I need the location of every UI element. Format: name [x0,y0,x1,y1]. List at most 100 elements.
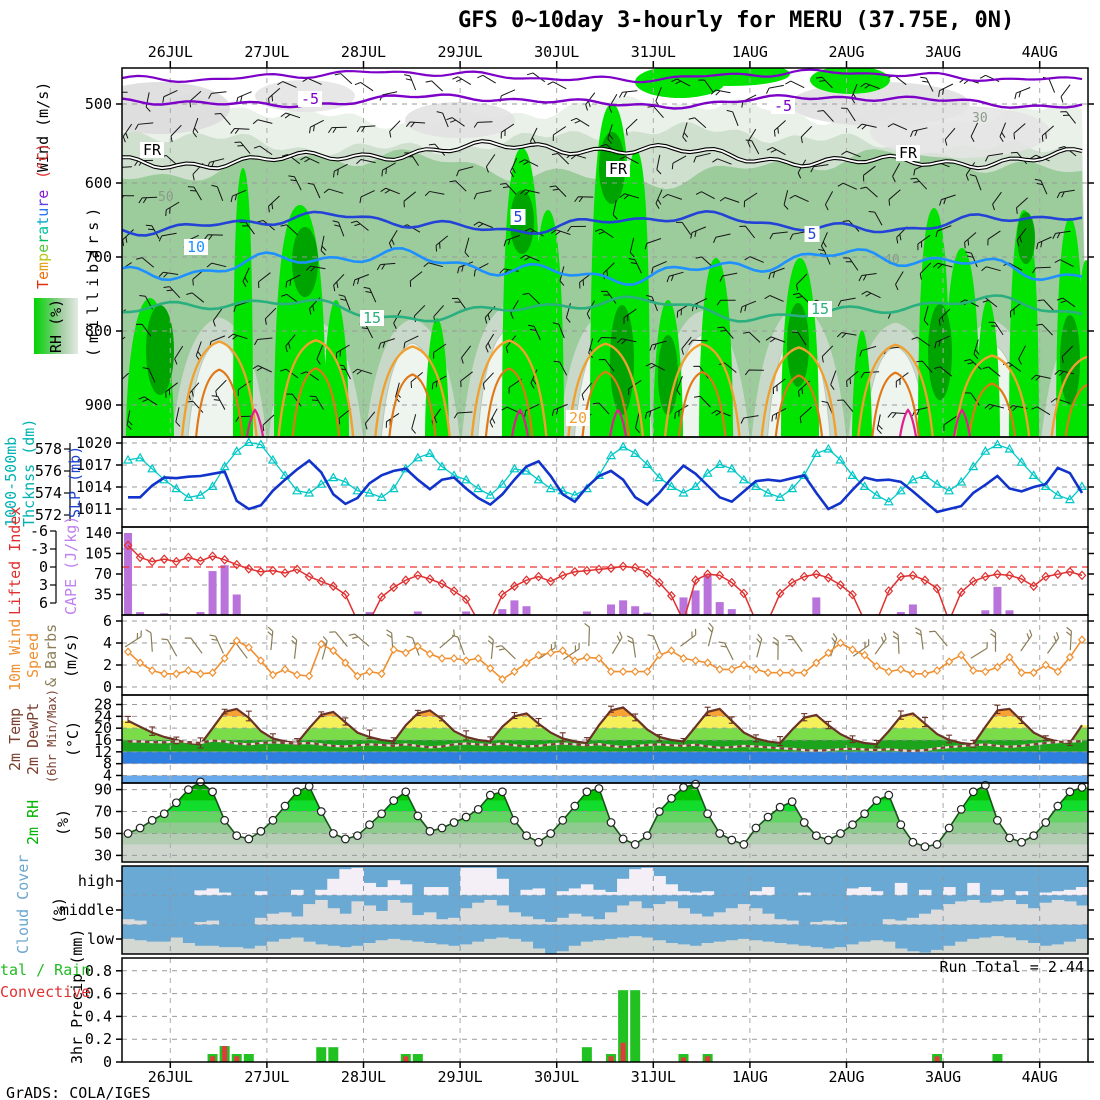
svg-text:28JUL: 28JUL [341,43,386,61]
svg-text:2AUG: 2AUG [828,43,864,61]
svg-text:3AUG: 3AUG [925,1068,961,1086]
svg-text:-5: -5 [301,90,319,108]
panel-2m-rh: 90 70 50 30 [94,777,1094,864]
svg-text:24: 24 [94,707,112,725]
svg-text:70: 70 [94,565,112,583]
svg-text:2: 2 [103,656,112,674]
axis-label-barbs: & Barbs [42,623,60,687]
axis-label-temperature: Temperature [34,189,52,289]
svg-text:31JUL: 31JUL [631,1068,676,1086]
svg-text:50: 50 [158,190,174,205]
svg-text:29JUL: 29JUL [438,43,483,61]
svg-text:700: 700 [85,248,112,266]
svg-text:30: 30 [972,111,988,126]
axis-label-speed: Speed [24,632,42,678]
svg-text:3AUG: 3AUG [925,43,961,61]
svg-text:6: 6 [39,594,48,612]
svg-text:50: 50 [94,824,112,842]
axis-label-cloud-unit: (%) [50,896,68,924]
axis-label-slp: SLP (mb) [66,445,84,519]
svg-text:5: 5 [513,208,522,226]
svg-text:low: low [87,930,115,948]
svg-text:0.6: 0.6 [85,985,112,1003]
svg-text:1AUG: 1AUG [732,1068,768,1086]
svg-text:4AUG: 4AUG [1022,1068,1058,1086]
svg-text:FR: FR [609,160,628,178]
svg-text:3: 3 [39,576,48,594]
svg-text:1017: 1017 [76,456,112,474]
svg-text:0.4: 0.4 [85,1007,112,1025]
axis-label-cape: CAPE (J/kg) [62,515,80,615]
axis-label-rh: RH (%) [47,298,65,354]
svg-text:0: 0 [103,678,112,696]
legend-convective: Convective [0,983,91,1001]
svg-text:1AUG: 1AUG [732,43,768,61]
svg-text:27JUL: 27JUL [244,43,289,61]
axis-label-2m-temp: 2m Temp [6,707,24,771]
svg-text:28JUL: 28JUL [341,1068,386,1086]
svg-text:FR: FR [899,144,918,162]
svg-text:4: 4 [103,766,112,784]
svg-text:27JUL: 27JUL [244,1068,289,1086]
svg-text:574: 574 [35,484,62,502]
svg-text:0: 0 [39,558,48,576]
panel-10m-wind: 6 4 2 0 [103,612,1094,696]
svg-text:30: 30 [94,846,112,864]
svg-text:12: 12 [94,743,112,761]
svg-text:29JUL: 29JUL [438,1068,483,1086]
svg-text:1011: 1011 [76,500,112,518]
svg-text:middle: middle [60,901,114,919]
axis-label-lifted-index: Lifted Index [6,506,24,615]
svg-text:1014: 1014 [76,478,112,496]
svg-text:28: 28 [94,696,112,714]
legend-total-rain: tal / Rain [0,961,91,979]
axis-label-2m-dewpt: 2m DewPt [24,702,42,776]
svg-text:10: 10 [187,238,205,256]
panel-slp-thickness: 1020 1017 1014 1011 578 576 574 572 [35,434,1094,528]
svg-text:4: 4 [103,634,112,652]
svg-text:70: 70 [94,803,112,821]
svg-text:578: 578 [35,440,62,458]
svg-text:600: 600 [85,174,112,192]
svg-text:900: 900 [85,396,112,414]
svg-text:20: 20 [94,719,112,737]
chart-title: GFS 0~10day 3-hourly for MERU (37.75E, 0… [458,8,1015,33]
axis-label-pct-unit: (%) [54,808,72,837]
svg-text:-5: -5 [774,97,792,115]
svg-text:140: 140 [85,524,112,542]
svg-text:0: 0 [103,1053,112,1071]
axis-label-millibars: (millibars) [84,202,102,358]
svg-text:500: 500 [85,95,112,113]
axis-label-3hr-precip: 3hr Precip (mm) [68,928,86,1064]
axis-label-2m-rh: 2m RH [24,799,42,846]
svg-text:6: 6 [103,612,112,630]
axis-label-degc-unit: (°C) [64,720,82,758]
svg-text:90: 90 [94,781,112,799]
svg-text:572: 572 [35,506,62,524]
svg-text:31JUL: 31JUL [631,43,676,61]
svg-text:15: 15 [811,300,829,318]
svg-text:800: 800 [85,322,112,340]
svg-text:-6: -6 [30,522,48,540]
svg-text:-3: -3 [30,540,48,558]
svg-text:26JUL: 26JUL [148,43,193,61]
rh-legend-swatch: RH (%) [34,298,78,354]
svg-text:35: 35 [94,586,112,604]
axis-label-10m-wind: 10m Wind [6,618,24,692]
svg-text:2AUG: 2AUG [828,1068,864,1086]
run-total-label: Run Total = 2.44 [940,958,1085,976]
svg-text:high: high [78,872,114,890]
svg-text:0.8: 0.8 [85,962,112,980]
svg-text:4AUG: 4AUG [1022,43,1058,61]
svg-text:5: 5 [807,225,816,243]
svg-text:30JUL: 30JUL [534,43,579,61]
axis-label-cloud-cover: Cloud Cover [14,854,32,954]
svg-text:26JUL: 26JUL [148,1068,193,1086]
svg-text:0.2: 0.2 [85,1030,112,1048]
panel-cloud-cover: high middle low [60,865,1094,955]
